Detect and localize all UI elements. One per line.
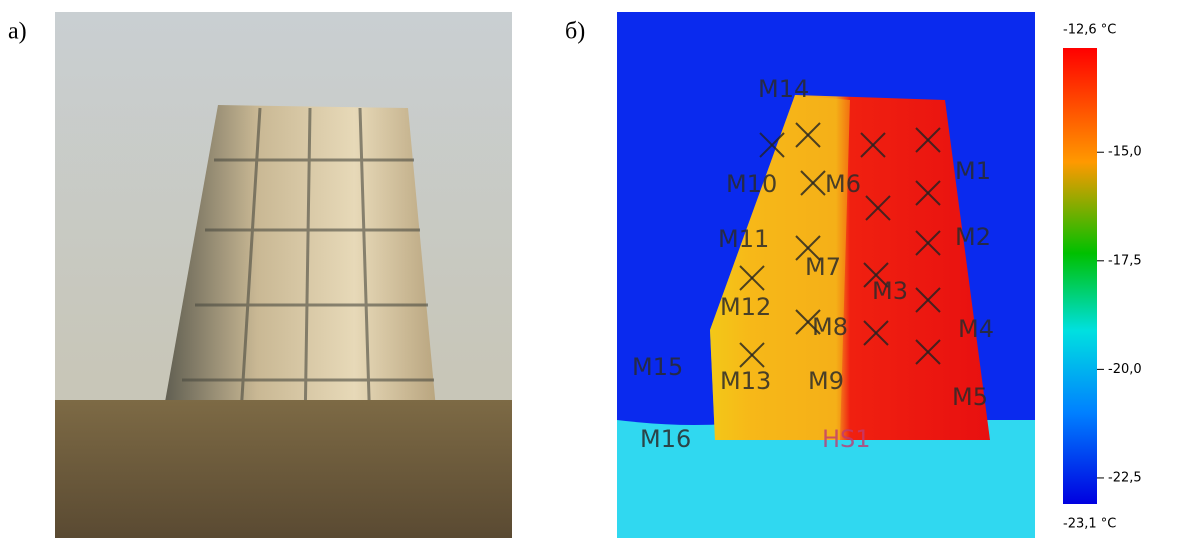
thermal-image [617,12,1035,538]
marker-label: M14 [758,75,809,103]
marker-label: M10 [726,170,777,198]
colorbar-tick-label: -22,5 [1108,470,1142,485]
cross-stroke [915,180,941,206]
colorbar-tick-label: -20,0 [1108,362,1142,377]
caption: а) [8,19,27,45]
markers [739,122,941,368]
colorbar-tick-label: -15,0 [1108,145,1142,160]
cross-stroke [860,132,886,158]
marker-label: M8 [812,313,848,341]
cross-stroke [795,122,821,148]
cross-stroke [739,342,765,368]
cross-stroke [915,230,941,256]
marker-label: M15 [632,353,683,381]
marker-label: HS1 [822,425,871,453]
cross-stroke [863,262,889,288]
cross-stroke [800,170,826,196]
marker-label: M12 [720,293,771,321]
colorbar-min: -23,1 °C [1063,517,1116,532]
marker-label: M9 [808,367,844,395]
colorbar-gradient [1063,48,1097,504]
marker-label: M6 [825,170,861,198]
marker-label: M13 [720,367,771,395]
cross-stroke [915,287,941,313]
marker-label: M3 [872,277,908,305]
cross-stroke [915,127,941,153]
photo [55,12,512,538]
marker-label: M2 [955,223,991,251]
marker-label: M5 [952,383,988,411]
cross-stroke [863,320,889,346]
marker-label: M1 [955,157,991,185]
colorbar: -12,6 °C -23,1 °C -15,0 -17,5 -20,0 -22,5 [1063,23,1142,532]
colorbar-tick-label: -17,5 [1108,253,1142,268]
caption: б) [565,19,585,45]
marker-label: M7 [805,253,841,281]
marker-label: M16 [640,425,691,453]
cross-stroke [739,265,765,291]
colorbar-max: -12,6 °C [1063,23,1116,38]
marker-labels: M1 M2 M3 M4 M5 M6 M7 M8 M9 M10 M11 M12 M… [632,75,994,453]
cross-stroke [865,195,891,221]
cross-stroke [795,309,821,335]
cross-stroke [759,132,785,158]
marker-label: M11 [718,225,769,253]
cross-stroke [915,339,941,365]
marker-label: M4 [958,315,994,343]
cross-stroke [795,235,821,261]
